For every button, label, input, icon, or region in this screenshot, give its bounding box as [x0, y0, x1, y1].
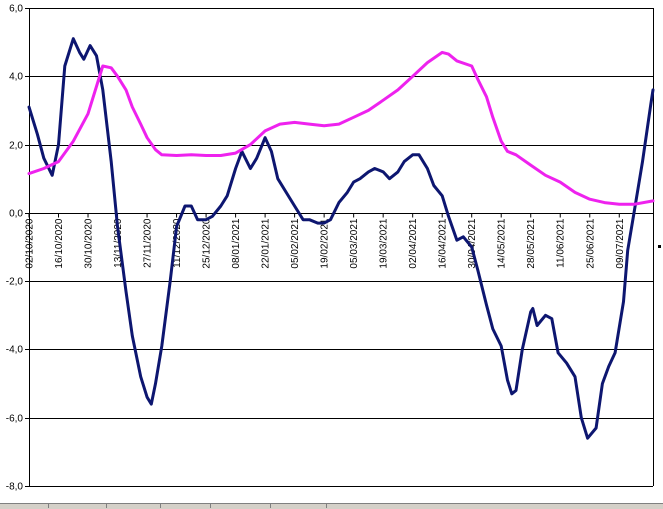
x-axis: 02/10/2020 16/10/2020 30/10/2020 13/11/2020…	[25, 213, 626, 269]
x-tick-label: 22/01/2021	[261, 218, 272, 268]
sheet-tab-bar[interactable]	[0, 503, 663, 509]
x-tick-label: 28/05/2021	[526, 218, 537, 268]
sheet-tab[interactable]	[0, 504, 49, 508]
sheet-tab[interactable]	[160, 504, 211, 508]
x-tick-label: 09/07/2021	[615, 218, 626, 268]
x-tick-label: 25/06/2021	[585, 218, 596, 268]
sheet-tab[interactable]	[210, 504, 271, 508]
x-tick-label: 16/10/2020	[54, 218, 65, 268]
x-tick-label: 19/03/2021	[379, 218, 390, 268]
x-tick-label: 16/04/2021	[438, 218, 449, 268]
x-tick-label: 14/05/2021	[497, 218, 508, 268]
grid-lines	[29, 8, 654, 487]
series-line	[27, 50, 655, 206]
x-tick-label: 05/02/2021	[290, 218, 301, 268]
y-tick-label: 0,0	[9, 209, 23, 220]
x-tick-label: 30/04/2021	[467, 218, 478, 268]
sheet-tab[interactable]	[270, 504, 327, 508]
sheet-tab[interactable]	[48, 504, 107, 508]
y-tick-label: 6,0	[9, 4, 23, 15]
series-group	[27, 37, 655, 440]
series-line	[27, 37, 655, 440]
x-tick-label: 11/12/2020	[172, 218, 183, 268]
x-tick-label: 08/01/2021	[231, 218, 242, 268]
y-tick-label: -4,0	[6, 345, 24, 356]
x-tick-label: 02/04/2021	[408, 218, 419, 268]
y-tick-label: 2,0	[9, 141, 23, 152]
x-tick-label: 11/06/2021	[556, 218, 567, 268]
y-tick-label: -8,0	[6, 482, 24, 493]
x-tick-label: 19/02/2021	[320, 218, 331, 268]
x-tick-label: 25/12/2020	[202, 218, 213, 268]
y-tick-label: -6,0	[6, 414, 24, 425]
x-tick-label: 05/03/2021	[349, 218, 360, 268]
legend-marker	[658, 245, 661, 248]
x-tick-label: 30/10/2020	[84, 218, 95, 268]
y-tick-label: 4,0	[9, 72, 23, 83]
x-tick-label: 27/11/2020	[143, 218, 154, 268]
y-tick-label: -2,0	[6, 277, 24, 288]
x-tick-label: 02/10/2020	[25, 218, 36, 268]
sheet-tab[interactable]	[106, 504, 161, 508]
y-axis: 6,0 4,0 2,0 0,0 -2,0 -4,0 -6,0 -8,0	[6, 4, 30, 493]
